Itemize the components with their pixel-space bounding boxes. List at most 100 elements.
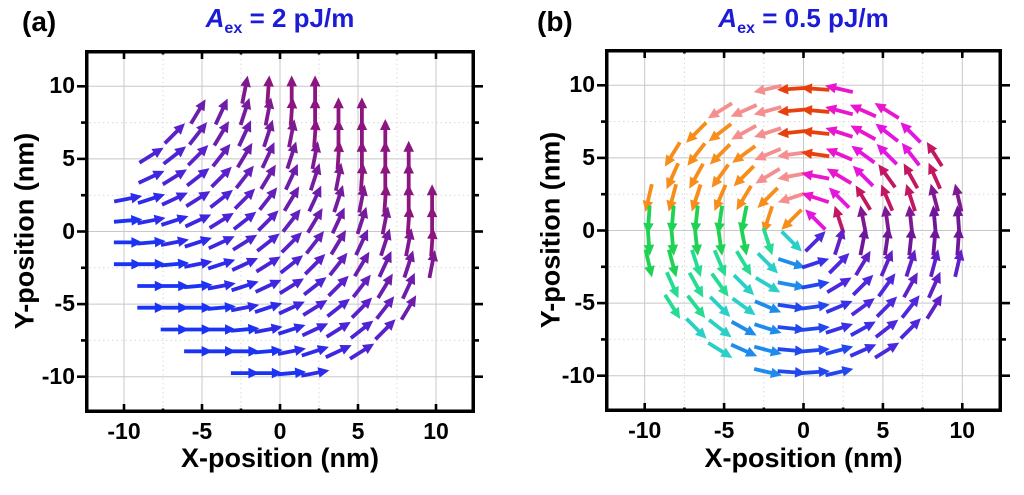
quiver-arrow [826,277,852,294]
quiver-arrow [780,230,802,252]
quiver-arrow [162,146,187,166]
x-tick-label: 0 [273,418,287,444]
quiver-arrow [259,164,276,190]
quiver-arrow [263,97,275,126]
quiver-arrow [825,148,853,162]
quiver-arrow [187,122,208,146]
quiver-arrow [380,206,392,235]
quiver-arrow [403,140,415,170]
quiver-plot-a [77,50,483,413]
quiver-arrow [161,169,187,187]
quiver-arrow [137,170,165,185]
quiver-arrow [852,165,875,188]
quiver-arrow [707,318,732,338]
y-tick-label: -10 [561,361,595,388]
quiver-arrow [184,214,212,229]
quiver-arrow [851,274,874,297]
quiver-arrow [929,249,941,278]
quiver-arrow [277,345,306,356]
quiver-arrow [753,322,782,335]
quiver-arrow [900,122,922,144]
quiver-arrow [163,123,185,145]
quiver-arrow [238,97,252,126]
quiver-arrow [303,253,326,276]
quiver-arrow [279,255,304,275]
quiver-arrow [184,302,213,313]
quiver-arrow [327,275,349,298]
quiver-arrow [277,367,307,379]
quiver-arrow [708,295,731,317]
quiver-arrow [801,148,830,160]
quiver-arrow [854,250,871,277]
quiver-arrow [953,249,965,278]
quiver-arrow [801,257,830,270]
quiver-arrow [686,121,708,143]
quiver-arrow [286,97,298,126]
quiver-arrow [230,301,260,313]
x-tick-label: 10 [949,417,976,443]
quiver-arrow [254,301,283,314]
quiver-arrow [403,184,415,213]
title-rest-a: = 2 pJ/m [242,3,355,33]
quiver-arrow [709,143,732,165]
quiver-arrow [730,320,757,336]
quiver-arrow [666,162,680,190]
quiver-arrow [825,366,854,378]
quiver-arrow [777,280,806,291]
quiver-arrow [354,229,369,256]
quiver-arrow [928,162,942,190]
quiver-arrow [310,141,321,170]
quiver-arrow [282,186,300,212]
quiver-arrow [300,367,330,378]
quiver-arrow [304,230,325,255]
quiver-arrow [713,184,728,212]
quiver-arrow [183,258,213,269]
quiver-arrow [850,125,877,141]
quiver-arrow [137,236,166,248]
quiver-arrow [427,227,438,257]
quiver-arrow [375,296,395,320]
quiver-arrow [286,75,297,104]
quiver-arrow [714,205,725,234]
quiver-arrow [754,126,782,139]
quiver-arrow [356,97,368,126]
x-tick-label: -5 [713,417,735,443]
quiver-arrow [900,295,920,319]
quiver-arrow [333,140,345,170]
quiver-arrow [254,323,283,335]
quiver-arrows [642,82,965,379]
quiver-arrow [377,251,392,278]
quiver-arrow [376,273,393,299]
quiver-arrow [735,250,752,276]
quiver-arrow [801,300,830,312]
quiver-arrow [232,234,258,252]
quiver-arrow [185,191,211,208]
quiver-arrow [731,124,758,140]
quiver-arrow [855,185,872,211]
y-tick-label: 5 [62,144,75,171]
quiver-arrow [825,126,854,139]
quiver-arrow [330,207,345,235]
y-tick-label: -10 [41,362,75,389]
quiver-arrow [874,319,899,339]
quiver-arrow [707,341,733,358]
quiver-arrow [427,249,438,279]
quiver-arrow [379,140,391,170]
quiver-arrow [710,272,729,297]
quiver-arrow [262,119,275,148]
quiver-arrow [137,214,166,226]
x-tick-label: -10 [107,418,141,444]
quiver-arrow [953,226,964,256]
quiver-arrow [254,279,282,294]
quiver-arrow [332,185,345,213]
quiver-arrow [667,227,679,256]
quiver-arrow [801,191,830,204]
quiver-arrow [113,258,143,270]
quiver-arrow [777,257,806,270]
quiver-arrow [754,276,781,293]
quiver-arrow [685,317,707,339]
quiver-arrow [666,205,678,235]
quiver-arrow [804,231,826,253]
quiver-arrow [230,367,260,379]
quiver-arrow [379,228,392,257]
